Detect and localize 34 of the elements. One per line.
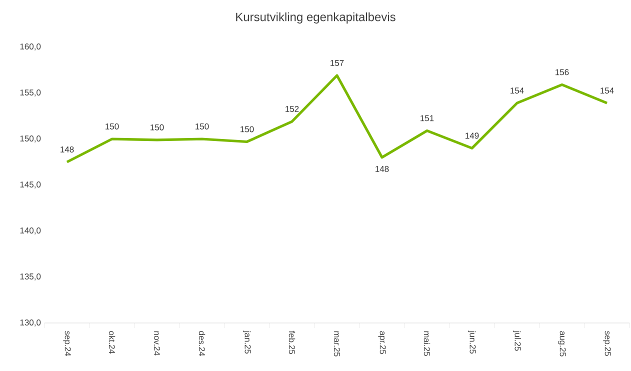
x-tick-label: jun.25 (468, 330, 476, 354)
x-tick-label: mar.25 (334, 331, 340, 356)
y-tick-label: 130,0 (20, 319, 41, 326)
data-label: 156 (556, 69, 569, 76)
data-label: 157 (330, 60, 344, 66)
data-label: 149 (466, 132, 479, 139)
x-tick-label: jul.25 (513, 330, 521, 351)
x-tick-label: des.24 (198, 331, 206, 356)
data-label: 152 (286, 106, 299, 112)
data-label: 150 (196, 123, 209, 130)
x-tick-label: sep.25 (603, 331, 611, 356)
data-label: 148 (376, 166, 389, 172)
y-tick-label: 140,0 (20, 227, 41, 234)
x-tick-label: apr.25 (378, 331, 386, 354)
x-tick-label: jan.25 (243, 330, 251, 354)
data-label: 151 (420, 115, 434, 122)
x-tick-label: nov.24 (154, 331, 160, 356)
x-tick-label: sep.24 (63, 331, 71, 356)
data-label: 150 (150, 124, 164, 130)
data-label: 150 (240, 126, 254, 132)
y-tick-label: 145,0 (20, 181, 41, 188)
chart-title: Kursutvikling egenkapitalbevis (236, 12, 396, 24)
x-tick-label: feb.25 (288, 330, 296, 354)
data-label: 150 (106, 123, 119, 130)
y-tick-label: 150,0 (20, 135, 41, 142)
x-tick-label: aug.25 (558, 331, 566, 356)
y-tick-label: 155,0 (20, 89, 41, 96)
y-tick-label: 160,0 (20, 43, 41, 50)
data-label: 154 (510, 88, 524, 94)
data-label: 148 (60, 146, 74, 152)
x-tick-label: mai.25 (424, 331, 430, 356)
data-label: 154 (600, 88, 614, 94)
x-tick-label: okt.24 (108, 331, 116, 354)
y-tick-label: 135,0 (20, 273, 41, 280)
